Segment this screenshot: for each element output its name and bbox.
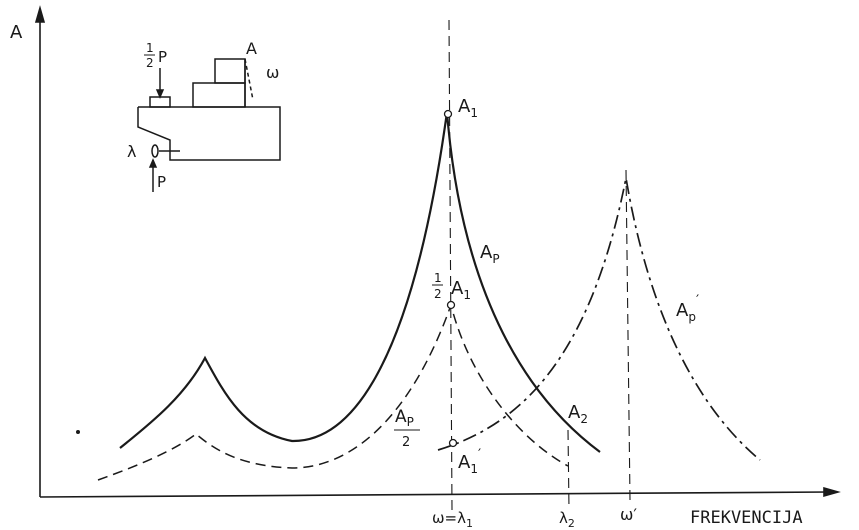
inset-lower-house bbox=[192, 82, 246, 108]
svg-text:P: P bbox=[157, 173, 166, 191]
y-axis-arrow bbox=[34, 5, 46, 23]
x-axis-arrow bbox=[823, 486, 841, 498]
svg-text:2: 2 bbox=[146, 56, 154, 70]
label-half-a1: 1 2 A1 bbox=[432, 271, 471, 302]
svg-text:λ: λ bbox=[127, 142, 136, 161]
inset-lambda-marker bbox=[151, 144, 159, 158]
label-a1-prime: A1′ bbox=[458, 447, 481, 476]
tick-omega-lambda1: ω=λ1 bbox=[432, 509, 473, 530]
x-axis bbox=[39, 491, 831, 498]
marker-a1-prime bbox=[448, 438, 458, 448]
guide-lines bbox=[448, 19, 631, 511]
label-a1: A1 bbox=[458, 96, 478, 120]
svg-text:AP: AP bbox=[395, 407, 414, 429]
inset-sketch bbox=[137, 58, 281, 192]
guide-lambda2 bbox=[567, 429, 570, 511]
curve-ap bbox=[119, 111, 601, 453]
label-curve-ap: AP bbox=[480, 242, 500, 266]
peak-markers bbox=[443, 109, 458, 448]
svg-text:1: 1 bbox=[434, 271, 442, 285]
label-curve-ap-prime: Ap′ bbox=[676, 293, 699, 324]
guide-omega-prime bbox=[625, 169, 631, 501]
inset-hull bbox=[137, 106, 281, 161]
inset-swing bbox=[244, 58, 254, 101]
svg-text:ω: ω bbox=[266, 63, 279, 82]
guide-omega-lambda1 bbox=[448, 19, 453, 511]
marker-a1 bbox=[443, 109, 453, 119]
inset-labels: 1 2 P A ω λ P bbox=[127, 39, 279, 191]
stray-dot bbox=[76, 430, 80, 434]
curve-ap-prime bbox=[437, 177, 761, 461]
tick-lambda2: λ2 bbox=[559, 509, 575, 530]
x-axis-label: FREKVENCIJA bbox=[690, 508, 803, 528]
svg-text:A1: A1 bbox=[451, 278, 471, 302]
inset-upper-house bbox=[214, 58, 246, 84]
tick-omega-prime: ω′ bbox=[620, 505, 637, 524]
y-axis-label: A bbox=[10, 22, 23, 43]
svg-text:2: 2 bbox=[402, 435, 410, 450]
svg-text:A: A bbox=[246, 39, 257, 58]
svg-text:2: 2 bbox=[434, 287, 442, 301]
label-curve-ap-half: AP 2 bbox=[394, 407, 420, 450]
svg-text:1: 1 bbox=[146, 41, 154, 55]
svg-text:P: P bbox=[158, 48, 167, 66]
axes bbox=[34, 5, 841, 498]
marker-half-a1 bbox=[446, 300, 456, 310]
label-a2: A2 bbox=[568, 402, 588, 426]
curve-ap-half bbox=[97, 302, 569, 481]
